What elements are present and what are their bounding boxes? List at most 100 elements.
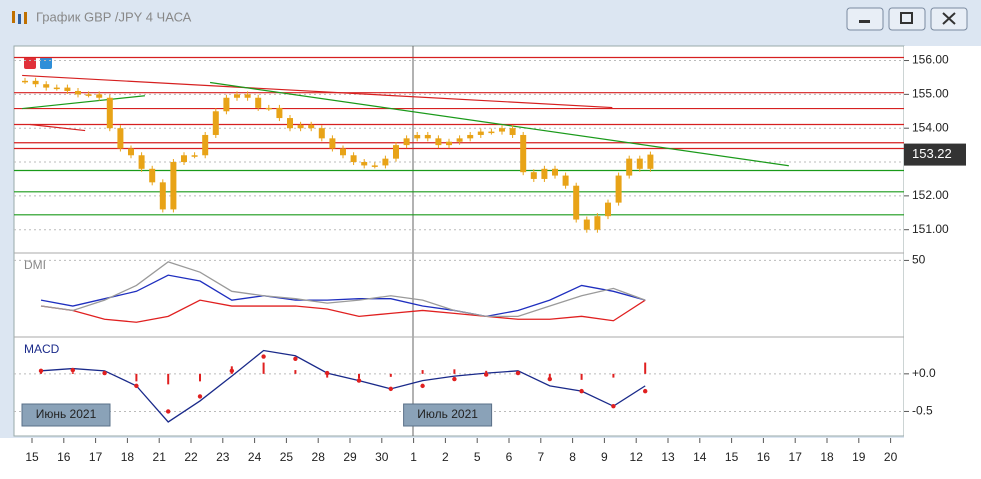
histogram-bar bbox=[358, 373, 360, 379]
histogram-bar bbox=[262, 362, 265, 374]
candle bbox=[403, 138, 410, 146]
indicator-line bbox=[40, 299, 646, 323]
candle bbox=[573, 185, 580, 220]
candle bbox=[149, 168, 156, 183]
x-tick-label: 13 bbox=[661, 450, 675, 464]
signal-dot bbox=[420, 383, 425, 389]
candle bbox=[552, 168, 558, 176]
signal-dot bbox=[547, 376, 552, 382]
x-tick-label: 12 bbox=[630, 450, 644, 464]
trend-line bbox=[30, 123, 86, 132]
trend-line bbox=[209, 81, 789, 167]
candle bbox=[22, 80, 28, 83]
candle bbox=[541, 168, 548, 179]
candle bbox=[371, 165, 378, 167]
candle bbox=[297, 124, 304, 129]
x-tick-label: 23 bbox=[216, 450, 230, 464]
x-tick-label: 29 bbox=[343, 450, 357, 464]
x-tick-label: 6 bbox=[506, 450, 513, 464]
candle bbox=[605, 202, 611, 217]
color-toggle[interactable] bbox=[40, 57, 52, 69]
x-tick-label: 17 bbox=[89, 450, 103, 464]
histogram-bar bbox=[453, 369, 456, 374]
candle bbox=[43, 84, 50, 88]
candle bbox=[255, 97, 262, 108]
signal-dot bbox=[197, 394, 203, 399]
signal-dot bbox=[102, 370, 107, 376]
candle bbox=[85, 94, 92, 96]
x-axis-area bbox=[0, 438, 981, 479]
histogram-bar bbox=[548, 373, 551, 379]
candle bbox=[382, 158, 389, 166]
color-toggle[interactable] bbox=[24, 57, 36, 69]
candle bbox=[499, 128, 505, 132]
histogram-bar bbox=[135, 373, 138, 382]
y-tick-label: +0.0 bbox=[912, 366, 936, 380]
period-label: Июль 2021 bbox=[417, 407, 478, 421]
candle bbox=[128, 148, 134, 156]
candle bbox=[96, 94, 103, 98]
candle bbox=[636, 158, 643, 169]
histogram-bar bbox=[167, 373, 170, 385]
histogram-bar bbox=[71, 372, 74, 374]
x-tick-label: 19 bbox=[852, 450, 866, 464]
period-box bbox=[21, 403, 111, 427]
x-tick-label: 2 bbox=[442, 450, 449, 464]
signal-dot bbox=[611, 403, 616, 409]
candle bbox=[287, 118, 293, 129]
candle bbox=[170, 162, 177, 210]
y-tick-label: -0.5 bbox=[912, 404, 933, 418]
candle bbox=[244, 94, 251, 98]
window-title: График GBP /JPY 4 ЧАСА bbox=[36, 9, 192, 24]
maximize-button[interactable] bbox=[888, 7, 926, 31]
candle bbox=[414, 134, 421, 139]
x-tick-label: 16 bbox=[757, 450, 771, 464]
signal-dot bbox=[70, 367, 76, 373]
signal-dot bbox=[229, 368, 234, 374]
candle bbox=[615, 175, 622, 203]
histogram-bar bbox=[294, 370, 297, 374]
plot-area bbox=[13, 45, 905, 437]
candle bbox=[647, 154, 654, 169]
trend-line bbox=[22, 74, 613, 109]
signal-dot bbox=[484, 372, 489, 377]
close-button[interactable] bbox=[930, 7, 968, 31]
histogram-bar bbox=[326, 373, 329, 378]
panel-title: DMI bbox=[24, 258, 46, 272]
candle bbox=[265, 107, 272, 110]
x-tick-label: 14 bbox=[693, 450, 707, 464]
candle bbox=[32, 80, 39, 85]
candle bbox=[202, 134, 209, 156]
candle bbox=[340, 148, 346, 156]
candle bbox=[138, 155, 145, 169]
histogram-bar bbox=[580, 373, 583, 380]
period-box bbox=[403, 403, 493, 427]
x-tick-label: 18 bbox=[820, 450, 834, 464]
histogram-bar bbox=[612, 373, 615, 378]
candle bbox=[276, 107, 283, 119]
candle bbox=[75, 90, 81, 95]
x-tick-label: 15 bbox=[725, 450, 739, 464]
y-tick-label: 156.00 bbox=[912, 53, 949, 67]
x-tick-label: 1 bbox=[410, 450, 417, 464]
signal-dot bbox=[293, 356, 298, 361]
candle bbox=[117, 128, 124, 149]
histogram-bar bbox=[485, 370, 488, 374]
histogram-bar bbox=[421, 370, 424, 374]
candle bbox=[318, 128, 325, 139]
candle bbox=[64, 87, 71, 91]
candle bbox=[594, 216, 601, 230]
y-axis-area bbox=[904, 46, 981, 438]
candle bbox=[509, 128, 516, 135]
histogram-bar bbox=[389, 373, 392, 377]
price-label: 153.22 bbox=[912, 146, 952, 161]
x-tick-label: 9 bbox=[601, 450, 608, 464]
minimize-button[interactable] bbox=[846, 7, 884, 31]
y-tick-label: 151.00 bbox=[912, 222, 949, 236]
y-tick-label: 155.00 bbox=[912, 87, 949, 101]
signal-dot bbox=[356, 378, 362, 383]
x-tick-label: 5 bbox=[474, 450, 481, 464]
indicator-line bbox=[40, 349, 646, 423]
candle bbox=[223, 97, 230, 112]
